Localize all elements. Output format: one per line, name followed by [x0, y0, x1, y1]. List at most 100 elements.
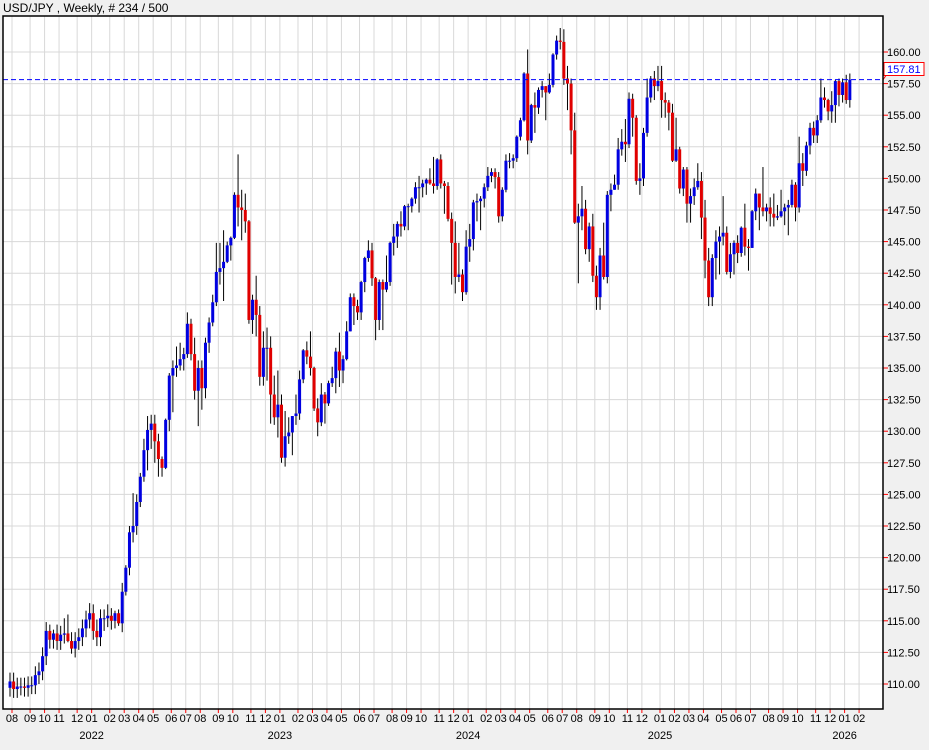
candle-down: [844, 82, 848, 101]
candle-down: [156, 441, 160, 460]
y-tick-label: 140.00: [887, 300, 921, 312]
candle-down: [772, 213, 776, 218]
candle-up: [613, 184, 617, 190]
y-tick-label: 120.00: [887, 553, 921, 565]
x-tick-label: 04: [133, 713, 145, 725]
x-tick-label: 06: [542, 713, 554, 725]
candle-down: [312, 368, 316, 409]
candle-up: [120, 591, 124, 624]
x-tick-label: 12: [448, 713, 460, 725]
candle-up: [468, 239, 472, 247]
candle-up: [196, 368, 200, 391]
candle-up: [587, 226, 591, 250]
x-tick-label: 01: [654, 713, 666, 725]
candle-down: [308, 356, 312, 368]
x-tick-label: 10: [791, 713, 803, 725]
candle-up: [182, 354, 186, 360]
candle-up: [689, 196, 693, 204]
x-tick-label: 03: [683, 713, 695, 725]
x-tick-label: 09: [24, 713, 36, 725]
candle-down: [117, 613, 121, 624]
candle-up: [649, 78, 653, 98]
candle-up: [251, 299, 255, 320]
x-tick-label: 11: [53, 713, 64, 725]
y-tick-label: 112.50: [887, 647, 920, 659]
candle-up: [222, 261, 226, 269]
candle-down: [352, 297, 356, 307]
x-tick-label: 02: [104, 713, 116, 725]
candle-up: [73, 641, 77, 649]
candle-down: [573, 130, 577, 223]
x-tick-label: 04: [509, 713, 521, 725]
candle-down: [584, 208, 588, 250]
candle-up: [113, 613, 117, 621]
candle-up: [377, 282, 381, 320]
candle-up: [555, 40, 559, 55]
candle-down: [660, 81, 664, 101]
candle-down: [453, 242, 457, 277]
x-tick-label: 01: [462, 713, 474, 725]
candle-down: [48, 630, 52, 640]
x-tick-label: 07: [556, 713, 568, 725]
plot-area[interactable]: [3, 16, 883, 709]
candle-up: [319, 394, 323, 423]
candle-up: [638, 178, 642, 181]
candle-down: [450, 218, 454, 243]
candle-up: [479, 198, 483, 202]
x-tick-label: 12: [636, 713, 648, 725]
candle-up: [261, 347, 265, 377]
candle-down: [707, 260, 711, 298]
candle-up: [540, 86, 544, 90]
candle-up: [765, 207, 769, 212]
x-tick-label: 06: [165, 713, 177, 725]
candle-down: [356, 306, 360, 313]
candle-down: [381, 282, 385, 290]
y-tick-label: 135.00: [887, 363, 921, 375]
candle-up: [417, 187, 421, 189]
x-tick-label: 10: [38, 713, 50, 725]
candle-up: [830, 105, 834, 112]
candle-up: [656, 81, 660, 87]
plot-border: [2, 15, 884, 710]
y-tick-label: 147.50: [887, 205, 921, 217]
candle-up: [327, 383, 331, 404]
candle-up: [44, 630, 48, 657]
candle-up: [178, 359, 182, 366]
candle-up: [406, 206, 410, 208]
candles: [8, 27, 852, 698]
candle-up: [59, 634, 63, 642]
candle-down: [70, 641, 74, 649]
candle-down: [634, 117, 638, 181]
candle-down: [812, 127, 816, 136]
y-tick-label: 157.50: [887, 79, 921, 91]
candle-up: [164, 419, 168, 468]
x-tick-label: 07: [368, 713, 380, 725]
x-tick-label: 10: [227, 713, 239, 725]
candle-down: [446, 185, 450, 219]
candle-up: [620, 141, 624, 150]
candle-down: [743, 227, 747, 247]
candle-up: [149, 423, 153, 430]
candle-up: [457, 274, 461, 277]
candle-down: [678, 149, 682, 189]
candle-up: [518, 120, 522, 137]
y-tick-label: 152.50: [887, 142, 921, 154]
x-tick-label: 07: [180, 713, 192, 725]
candle-up: [167, 375, 171, 420]
y-axis: 110.00 112.50 115.00 117.50 120.00 122.50 125.…: [883, 47, 921, 691]
candle-down: [280, 404, 283, 458]
candle-down: [801, 163, 805, 171]
candle-up: [464, 246, 468, 293]
candle-down: [768, 207, 772, 214]
candle-down: [663, 100, 667, 103]
candle-down: [323, 394, 327, 404]
candle-up: [218, 268, 222, 272]
candle-up: [229, 237, 233, 246]
candle-down: [370, 250, 374, 279]
candle-down: [442, 183, 446, 186]
candle-up: [848, 79, 852, 101]
candle-down: [240, 207, 244, 210]
candle-up: [424, 179, 428, 184]
y-tick-label: 130.00: [887, 426, 921, 438]
